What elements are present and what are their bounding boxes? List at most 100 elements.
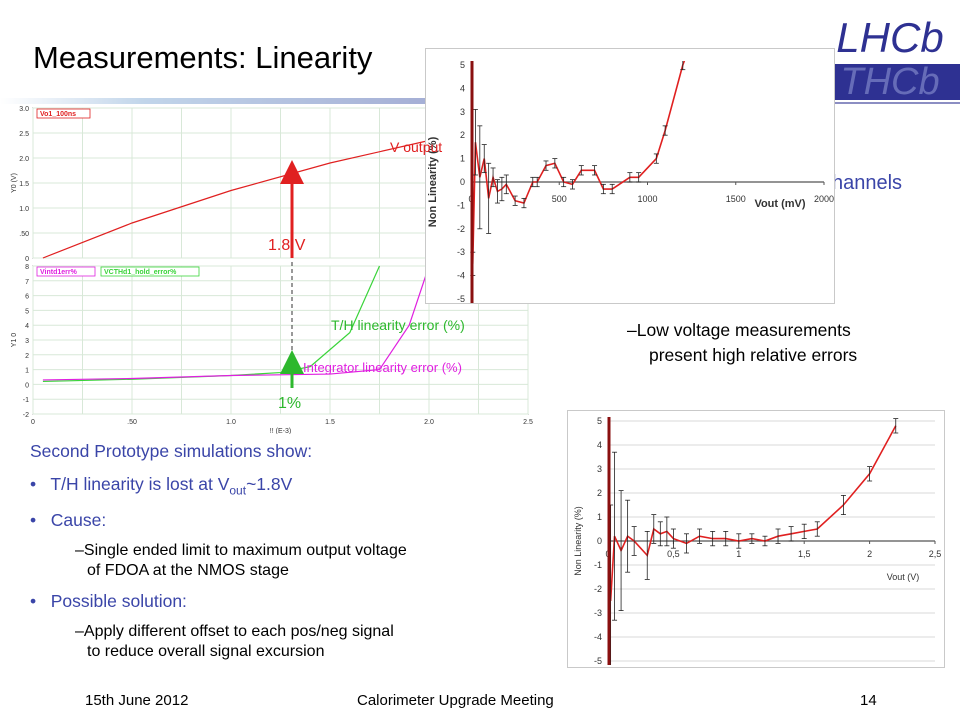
partial-bullet-text: hannels — [832, 172, 903, 194]
x-tick-label: 0 — [31, 419, 35, 426]
y-tick-label: 4 — [25, 323, 29, 330]
x-tick-label: 0,5 — [667, 549, 680, 559]
subscript-out: out — [229, 483, 247, 498]
x-tick-label: 2.0 — [424, 419, 434, 426]
y-tick-label: -5 — [457, 294, 465, 303]
x-tick-label: 1.5 — [325, 419, 335, 426]
y-tick-label: -1 — [23, 397, 29, 404]
y-tick-label: 2.0 — [19, 156, 29, 163]
label-th-error: T/H linearity error (%) — [331, 317, 465, 333]
x-tick-label: .50 — [127, 419, 137, 426]
y-tick-label: 0 — [25, 382, 29, 389]
series-line — [42, 265, 430, 381]
label-v-output: V output — [390, 139, 442, 155]
y-tick-label: 8 — [25, 264, 29, 271]
conclusions-heading: Second Prototype simulations show: — [30, 441, 313, 461]
y-tick-label: 4 — [460, 83, 465, 93]
legend-box — [100, 266, 200, 277]
x-tick-label: 2.5 — [523, 419, 533, 426]
y-tick-label: 2 — [460, 130, 465, 140]
y-axis-label: Y0 (V) — [11, 173, 18, 193]
y-axis-label: Non Linearity (%) — [573, 506, 583, 576]
x-tick-label: 1.0 — [226, 419, 236, 426]
legend-entry: VCTHd1_hold_error% — [104, 269, 177, 276]
y-tick-label: 2 — [597, 488, 602, 498]
y-tick-label: 5 — [460, 60, 465, 70]
y-tick-label: 3 — [597, 464, 602, 474]
y-tick-label: 6 — [25, 294, 29, 301]
y-tick-label: 5 — [597, 416, 602, 426]
bullet-text: T/H linearity is lost at V — [50, 474, 230, 494]
x-tick-label: 2000 — [814, 194, 834, 204]
y-tick-label: 4 — [597, 440, 602, 450]
legend-entry: Vintd1err% — [40, 269, 78, 276]
dash: – — [75, 541, 84, 559]
y-tick-label: 0 — [597, 536, 602, 546]
bullet-dot: • — [30, 590, 37, 611]
logo-text-bottom: THCb — [840, 61, 939, 102]
x-tick-label: 2 — [867, 549, 872, 559]
series-group — [608, 418, 899, 665]
y-tick-label: 5 — [25, 308, 29, 315]
bullet-text: Cause: — [50, 509, 107, 530]
x-axis-label: !! (E-3) — [270, 428, 291, 434]
note-line-1: Low voltage measurements — [636, 320, 851, 340]
label-1-8v: 1.8 V — [268, 237, 306, 254]
y-tick-label: -2 — [457, 224, 465, 234]
y-tick-label: 1 — [25, 368, 29, 375]
series-line — [609, 425, 897, 602]
dash: – — [75, 622, 84, 640]
x-tick-label: 2,5 — [929, 549, 942, 559]
dash: – — [627, 320, 637, 340]
bullet-dot: • — [30, 509, 37, 530]
y-tick-label: -4 — [594, 632, 602, 642]
lhcb-logo: LHCb THCb — [818, 0, 960, 103]
y-tick-label: 3 — [460, 107, 465, 117]
y-tick-label: 3.0 — [19, 106, 29, 113]
conclusions-block: Second Prototype simulations show: • T/H… — [30, 441, 550, 662]
y-tick-label: -3 — [457, 247, 465, 257]
y-tick-label: -2 — [23, 412, 29, 419]
x-axis-label: Vout (mV) — [754, 198, 805, 210]
y-tick-label: -2 — [594, 584, 602, 594]
y-tick-label: 1 — [460, 154, 465, 164]
x-tick-label: 1000 — [637, 194, 657, 204]
y-tick-label: -3 — [594, 608, 602, 618]
bullet-solution: • Possible solution: — [30, 591, 550, 612]
y-tick-label: .50 — [19, 231, 29, 238]
y-axis-label: Non Linearity (%) — [427, 136, 439, 227]
bullet-text: Possible solution: — [50, 590, 187, 611]
bullet-dot: • — [30, 474, 37, 494]
y-tick-label: 0 — [460, 177, 465, 187]
sub-line-2: to reduce overall signal excursion — [87, 642, 325, 660]
legend-entry: Vo1_100ns — [40, 111, 76, 118]
sub-line-2: of FDOA at the NMOS stage — [87, 561, 289, 579]
series-line — [471, 61, 686, 264]
y-tick-label: 0 — [25, 256, 29, 263]
x-tick-label: 1500 — [726, 194, 746, 204]
y-tick-label: -4 — [457, 271, 465, 281]
series-group — [470, 61, 686, 277]
bullet-text-post: ~1.8V — [246, 474, 293, 494]
footer-meeting: Calorimeter Upgrade Meeting — [357, 692, 554, 709]
sub-bullet-cause: –Single ended limit to maximum output vo… — [75, 541, 550, 581]
label-1-percent: 1% — [278, 395, 301, 412]
footer-page-number: 14 — [860, 692, 877, 709]
y-tick-label: -1 — [457, 200, 465, 210]
logo-text-top: LHCb — [836, 14, 943, 61]
footer-date: 15th June 2012 — [85, 692, 189, 709]
y-tick-label: 2 — [25, 353, 29, 360]
sub-line-1: Single ended limit to maximum output vol… — [83, 541, 407, 559]
x-tick-label: 1,5 — [798, 549, 811, 559]
x-axis-label: Vout (V) — [887, 572, 920, 582]
label-int-error: Integrator linearity error (%) — [303, 360, 462, 375]
y-tick-label: 7 — [25, 279, 29, 286]
slide-title: Measurements: Linearity — [33, 40, 373, 75]
y-tick-label: 2.5 — [19, 131, 29, 138]
y-axis-label: Y1 0 — [11, 333, 18, 348]
x-tick-label: 1 — [736, 549, 741, 559]
low-voltage-note: –Low voltage measurements present high r… — [627, 318, 857, 368]
